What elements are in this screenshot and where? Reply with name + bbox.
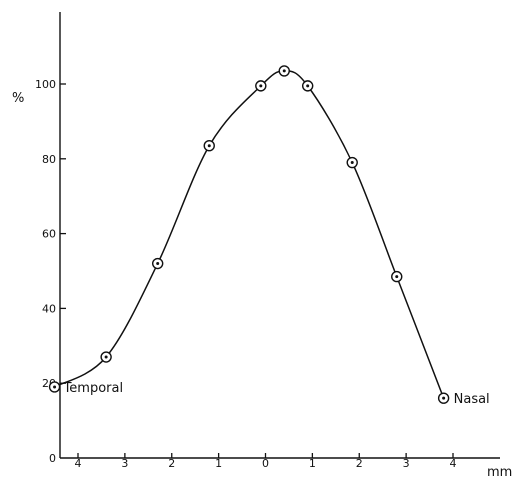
data-point-0: [48, 381, 61, 393]
series-line: [54, 70, 445, 399]
axes: [59, 12, 500, 459]
x-axis-label: mm: [487, 465, 512, 478]
x-tick-label-5: 1: [309, 457, 316, 470]
data-point-5: [278, 65, 290, 77]
ticks: [60, 83, 454, 458]
y-tick-label-60: 60: [42, 228, 56, 241]
x-tick-label-2: 2: [168, 457, 175, 470]
data-point-7: [346, 156, 358, 169]
y-tick-label-0: 0: [49, 452, 56, 465]
data-points: [48, 65, 450, 404]
x-tick-label-7: 3: [403, 457, 410, 470]
annotation-nasal: Nasal: [454, 392, 490, 407]
data-point-3: [203, 140, 215, 152]
x-tick-label-3: 1: [215, 457, 222, 470]
y-tick-label-40: 40: [42, 302, 56, 315]
x-tick-label-0: 4: [75, 457, 82, 470]
data-point-4: [255, 80, 267, 92]
annotation-temporal: Temporal: [63, 381, 124, 396]
y-axis-label: %: [12, 91, 24, 106]
x-tick-label-8: 4: [450, 457, 457, 470]
x-tick-label-4: 0: [262, 457, 269, 470]
x-tick-label-6: 2: [356, 457, 363, 470]
y-tick-label-80: 80: [42, 153, 56, 166]
data-point-2: [151, 257, 164, 270]
y-tick-label-100: 100: [35, 78, 56, 91]
data-point-1: [100, 351, 112, 363]
data-point-9: [437, 392, 450, 404]
data-point-6: [301, 80, 314, 92]
x-tick-label-1: 3: [121, 457, 128, 470]
data-point-8: [391, 270, 403, 283]
